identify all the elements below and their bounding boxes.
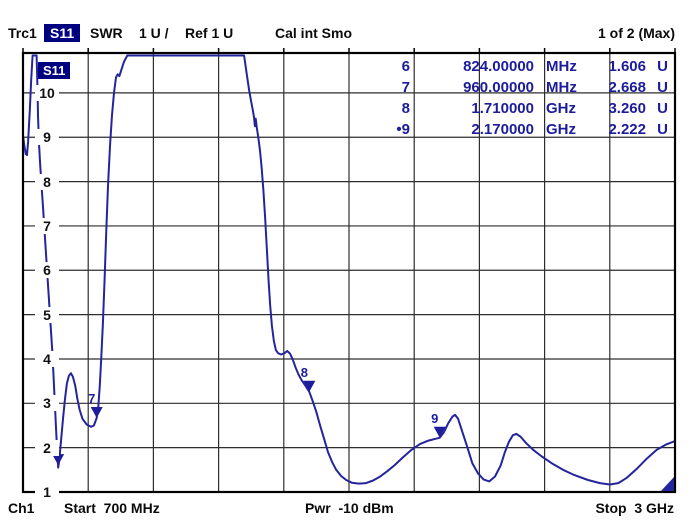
plot-frame	[21, 51, 677, 494]
marker-table: 6 824.00000 MHz 1.606 U 7 960.00000 MHz 2.668 U 8 1…	[350, 56, 668, 140]
trace-reference[interactable]: Ref 1 U	[185, 25, 234, 41]
marker-number: 6	[401, 58, 410, 75]
marker-table-row-7: 7 960.00000 MHz 2.668 U	[350, 77, 668, 98]
marker-9-triangle[interactable]	[433, 426, 446, 438]
marker-frequency-unit: MHz	[546, 79, 577, 96]
y-axis-label-3: 3	[35, 395, 59, 412]
marker-value-unit: U	[657, 100, 668, 117]
marker-table-row-8: 8 1.710000 GHz 3.260 U	[350, 98, 668, 119]
marker-9-label: 9	[431, 411, 438, 426]
y-axis-label-1: 1	[35, 484, 59, 500]
marker-value-unit: U	[657, 121, 668, 138]
power-level[interactable]: Pwr -10 dBm	[305, 500, 394, 516]
y-axis-label-7: 7	[35, 217, 59, 234]
stop-frequency[interactable]: Stop 3 GHz	[595, 500, 674, 516]
marker-7-triangle[interactable]	[90, 407, 103, 419]
y-axis-label-6: 6	[35, 262, 59, 279]
marker-6-triangle[interactable]	[52, 454, 65, 466]
trace-format[interactable]: SWR	[90, 25, 123, 41]
chart-grid	[22, 48, 676, 492]
y-axis-label-5: 5	[35, 306, 59, 323]
window-indicator[interactable]: 1 of 2 (Max)	[597, 25, 675, 41]
marker-number: •9	[396, 121, 410, 138]
marker-table-row-6: 6 824.00000 MHz 1.606 U	[350, 56, 668, 77]
y-axis-label-8: 8	[35, 173, 59, 190]
active-trace-badge[interactable]: S11	[38, 62, 71, 79]
marker-table-row-9: •9 2.170000 GHz 2.222 U	[350, 119, 668, 140]
marker-7-label: 7	[88, 391, 95, 406]
marker-8-label: 8	[301, 365, 308, 380]
trace-scale[interactable]: 1 U /	[139, 25, 169, 41]
y-axis-label-4: 4	[35, 350, 59, 367]
start-frequency[interactable]: Start 700 MHz	[64, 500, 160, 516]
marker-value-unit: U	[657, 58, 668, 75]
marker-value: 3.260	[608, 100, 646, 117]
marker-value: 2.222	[608, 121, 646, 138]
marker-frequency: 2.170000	[471, 121, 534, 138]
marker-value-unit: U	[657, 79, 668, 96]
marker-frequency: 1.710000	[471, 100, 534, 117]
marker-number: 8	[401, 100, 410, 117]
marker-value: 2.668	[608, 79, 646, 96]
s-parameter-badge[interactable]: S11	[44, 24, 81, 42]
marker-frequency-unit: GHz	[546, 121, 576, 138]
marker-frequency: 960.00000	[463, 79, 534, 96]
marker-frequency-unit: MHz	[546, 58, 577, 75]
corner-indicator-icon	[661, 477, 674, 491]
cal-status: Cal int Smo	[275, 25, 353, 41]
marker-value: 1.606	[608, 58, 646, 75]
trace-label[interactable]: Trc1	[8, 25, 37, 41]
y-axis-label-2: 2	[35, 439, 59, 456]
marker-frequency-unit: GHz	[546, 100, 576, 117]
channel-label[interactable]: Ch1	[8, 500, 35, 516]
marker-frequency: 824.00000	[463, 58, 534, 75]
marker-8-triangle[interactable]	[303, 380, 316, 392]
marker-number: 7	[401, 79, 410, 96]
y-axis-label-9: 9	[35, 129, 59, 146]
y-axis-label-10: 10	[35, 84, 59, 101]
